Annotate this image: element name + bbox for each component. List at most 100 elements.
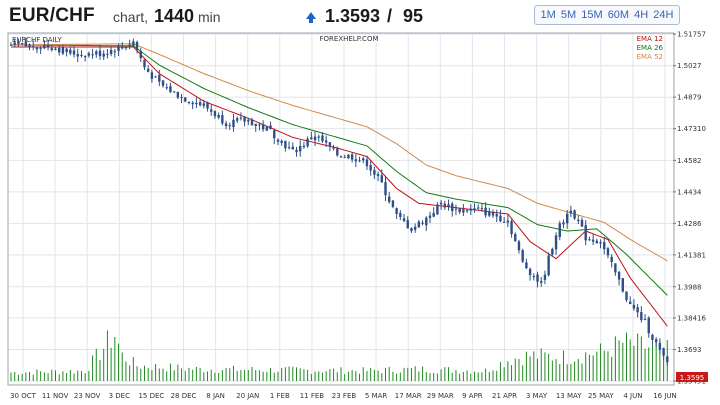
candle-body <box>510 221 513 235</box>
candle-body <box>428 215 432 218</box>
candle-body <box>46 45 50 48</box>
candle-body <box>399 212 402 218</box>
x-axis-label: 16 JUN <box>653 392 677 400</box>
candle-body <box>388 196 391 202</box>
candle-body <box>636 307 639 313</box>
candle-body <box>658 343 662 350</box>
x-axis-label: 11 FEB <box>300 392 325 400</box>
candle-body <box>606 248 610 256</box>
candle-body <box>369 165 372 171</box>
y-axis-label: 1.4582 <box>677 157 702 165</box>
candle-body <box>154 76 157 78</box>
candle-body <box>113 51 117 53</box>
price-chart[interactable]: 1.51757 1.5027 1.4879 1.47310 1.4582 1.4434 1.… <box>0 31 720 405</box>
x-axis-label: 17 MAR <box>395 392 422 400</box>
candle-body <box>421 222 424 224</box>
timeframe-1m-button[interactable]: 1M <box>540 9 556 21</box>
legend-ema12: EMA 12 <box>637 35 663 43</box>
candle-body <box>532 275 536 277</box>
candle-body <box>184 97 187 102</box>
candle-body <box>662 348 665 356</box>
candle-body <box>476 207 480 209</box>
candle-body <box>413 226 417 230</box>
candle-body <box>491 212 495 216</box>
candle-body <box>17 41 20 45</box>
candle-body <box>98 50 102 57</box>
candle-body <box>458 207 461 213</box>
candle-body <box>417 221 421 228</box>
candle-body <box>439 202 443 205</box>
y-axis-labels: 1.51757 1.5027 1.4879 1.47310 1.4582 1.4434 1.… <box>673 31 706 385</box>
candle-body <box>465 210 469 212</box>
candle-body <box>261 124 265 130</box>
candle-body <box>165 87 168 89</box>
candle-body <box>625 291 628 301</box>
x-axis-label: 23 FEB <box>332 392 357 400</box>
candle-body <box>32 46 35 48</box>
candle-body <box>291 146 294 150</box>
candle-body <box>206 102 209 109</box>
x-axis-label: 5 MAR <box>365 392 388 400</box>
candle-body <box>176 91 180 98</box>
candle-body <box>502 221 506 223</box>
timeframe-4h-button[interactable]: 4H <box>634 9 649 21</box>
x-axis-label: 15 DEC <box>138 392 164 400</box>
candle-body <box>321 135 324 142</box>
candle-body <box>391 200 395 207</box>
candle-body <box>591 239 595 242</box>
candle-body <box>258 124 261 126</box>
timeframe-15m-button[interactable]: 15M <box>581 9 603 21</box>
candle-body <box>447 204 450 207</box>
x-axis-labels: 30 OCT 11 NOV 23 NOV 3 DEC 15 DEC 28 DEC 8 JAN… <box>10 392 677 400</box>
candle-body <box>169 86 172 93</box>
candle-body <box>128 44 131 46</box>
x-axis-label: 3 DEC <box>109 392 130 400</box>
candle-body <box>280 140 283 143</box>
volume-bars <box>10 330 668 381</box>
candle-body <box>161 80 165 86</box>
ema-lines <box>10 43 668 327</box>
candle-body <box>554 235 558 250</box>
x-axis-label: 13 MAY <box>556 392 582 400</box>
candle-body <box>614 263 617 273</box>
timeframe-24h-button[interactable]: 24H <box>653 9 674 21</box>
legend-ema52: EMA 52 <box>637 53 663 61</box>
y-axis-label: 1.3693 <box>677 346 702 354</box>
candle-body <box>106 53 109 55</box>
chart-canvas[interactable]: 1.51757 1.5027 1.4879 1.47310 1.4582 1.4434 1.… <box>0 31 720 405</box>
ema-line <box>11 44 668 296</box>
x-axis-label: 4 JUN <box>623 392 642 400</box>
candle-body <box>121 47 124 49</box>
y-axis-label: 1.38416 <box>677 314 706 322</box>
candle-body <box>343 156 346 158</box>
candle-body <box>562 222 565 225</box>
candle-body <box>54 48 57 51</box>
candle-body <box>402 218 406 222</box>
candle-body <box>354 159 358 162</box>
candle-body <box>172 91 176 93</box>
chart-header: EUR/CHF chart, 1440 min 1.3593 / 95 1M 5… <box>0 0 720 30</box>
chart-watermark: FOREXHELP.COM <box>320 35 379 43</box>
x-axis-label: 30 OCT <box>10 392 37 400</box>
candle-body <box>61 47 65 54</box>
candle-body <box>235 118 239 121</box>
candle-body <box>569 210 573 214</box>
candle-body <box>239 117 243 119</box>
timeframe-60m-button[interactable]: 60M <box>607 9 630 21</box>
candle-body <box>299 146 302 152</box>
current-price-tag: 1.3595 <box>676 372 708 382</box>
timeframe-value: 1440 <box>154 6 195 26</box>
candle-body <box>202 103 206 106</box>
timeframe-5m-button[interactable]: 5M <box>560 9 577 21</box>
candle-body <box>358 160 361 162</box>
candle-body <box>443 203 447 208</box>
x-axis-label: 20 JAN <box>236 392 259 400</box>
candle-body <box>87 53 91 56</box>
candle-body <box>317 136 320 138</box>
candle-body <box>643 319 647 321</box>
candle-body <box>139 51 142 59</box>
candle-body <box>654 339 658 343</box>
candle-body <box>265 126 269 131</box>
candle-body <box>306 138 309 147</box>
candle-body <box>621 278 624 292</box>
